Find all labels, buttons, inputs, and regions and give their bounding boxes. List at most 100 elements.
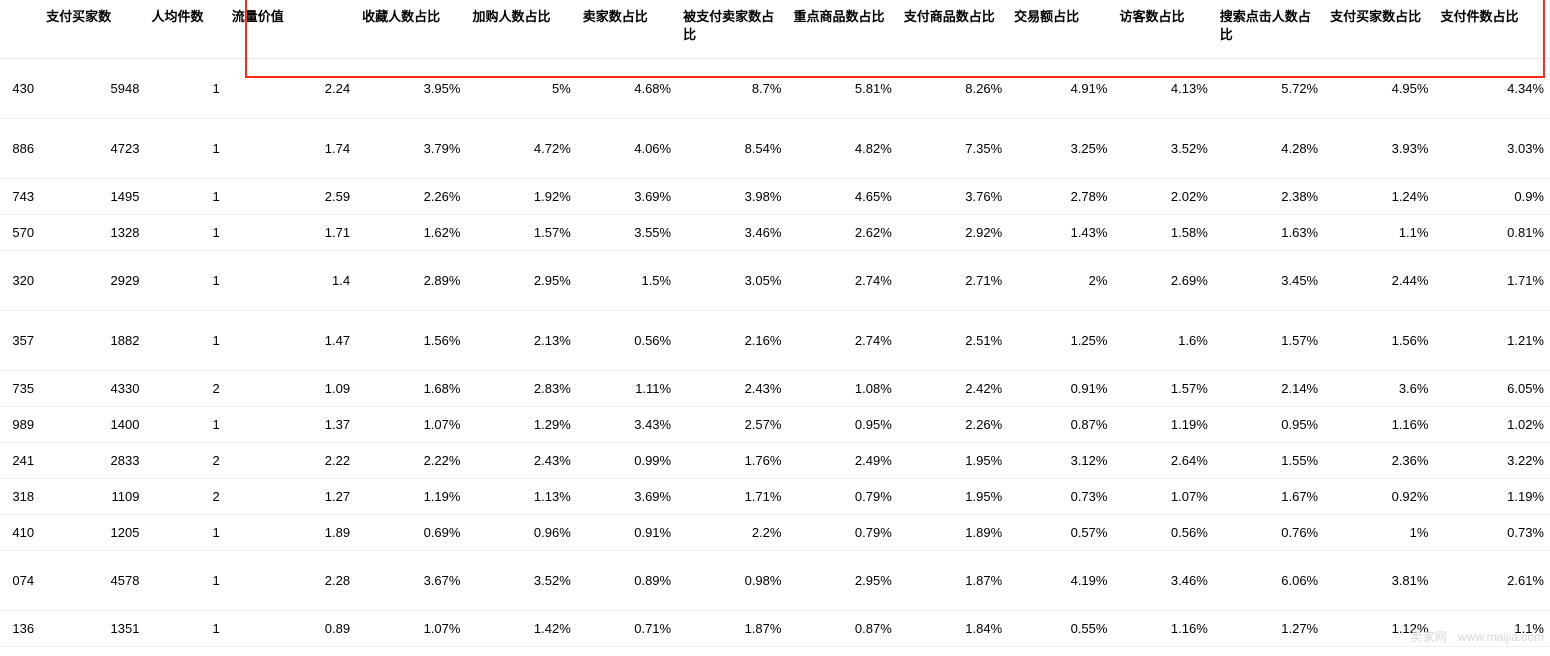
table-cell: 2.83%	[466, 370, 576, 406]
table-cell: 1.42%	[466, 610, 576, 646]
table-cell: 8.7%	[677, 58, 787, 118]
table-cell: 1.57%	[1113, 370, 1213, 406]
table-cell: 1495	[40, 178, 145, 214]
table-cell: 0.95%	[787, 406, 897, 442]
table-row[interactable]: 074457812.283.67%3.52%0.89%0.98%2.95%1.8…	[0, 550, 1550, 610]
table-cell: 410	[0, 514, 40, 550]
table-row[interactable]: 886472311.743.79%4.72%4.06%8.54%4.82%7.3…	[0, 118, 1550, 178]
table-cell: 136	[0, 610, 40, 646]
table-row[interactable]: 136135110.891.07%1.42%0.71%1.87%0.87%1.8…	[0, 610, 1550, 646]
data-table-container: 支付买家数 人均件数 流量价值 收藏人数占比 加购人数占比 卖家数占比 被支付卖…	[0, 0, 1550, 647]
table-cell: 2.62%	[787, 214, 897, 250]
table-cell: 5948	[40, 58, 145, 118]
table-row[interactable]: 410120511.890.69%0.96%0.91%2.2%0.79%1.89…	[0, 514, 1550, 550]
col-header[interactable]: 支付商品数占比	[898, 0, 1008, 58]
table-cell: 8.26%	[898, 58, 1008, 118]
table-cell: 241	[0, 442, 40, 478]
table-cell: 0.87%	[787, 610, 897, 646]
table-cell: 1.37	[226, 406, 356, 442]
table-cell: 318	[0, 478, 40, 514]
table-cell: 1.25%	[1008, 310, 1113, 370]
table-cell: 0.73%	[1008, 478, 1113, 514]
col-header[interactable]: 被支付卖家数占比	[677, 0, 787, 58]
col-header[interactable]: 搜索点击人数占比	[1214, 0, 1324, 58]
table-cell: 3.93%	[1324, 118, 1434, 178]
table-cell: 8.54%	[677, 118, 787, 178]
col-header[interactable]: 支付买家数	[40, 0, 145, 58]
table-cell: 1.71	[226, 214, 356, 250]
col-header[interactable]: 收藏人数占比	[356, 0, 466, 58]
table-cell: 3.6%	[1324, 370, 1434, 406]
table-cell: 2.74%	[787, 250, 897, 310]
table-cell: 4.82%	[787, 118, 897, 178]
table-cell: 3.45%	[1214, 250, 1324, 310]
table-cell: 743	[0, 178, 40, 214]
table-cell: 1.08%	[787, 370, 897, 406]
table-cell: 1.76%	[677, 442, 787, 478]
table-cell: 0.69%	[356, 514, 466, 550]
table-cell: 3.69%	[577, 178, 677, 214]
table-row[interactable]: 989140011.371.07%1.29%3.43%2.57%0.95%2.2…	[0, 406, 1550, 442]
table-cell: 0.55%	[1008, 610, 1113, 646]
table-cell: 2.57%	[677, 406, 787, 442]
table-cell: 2.22%	[356, 442, 466, 478]
col-header[interactable]: 流量价值	[226, 0, 356, 58]
col-header[interactable]: 重点商品数占比	[787, 0, 897, 58]
col-header[interactable]: 访客数占比	[1113, 0, 1213, 58]
col-header[interactable]: 人均件数	[145, 0, 225, 58]
table-cell: 1.47	[226, 310, 356, 370]
table-cell: 3.05%	[677, 250, 787, 310]
table-row[interactable]: 318110921.271.19%1.13%3.69%1.71%0.79%1.9…	[0, 478, 1550, 514]
metrics-table: 支付买家数 人均件数 流量价值 收藏人数占比 加购人数占比 卖家数占比 被支付卖…	[0, 0, 1550, 647]
table-row[interactable]: 430594812.243.95%5%4.68%8.7%5.81%8.26%4.…	[0, 58, 1550, 118]
table-cell: 1.57%	[1214, 310, 1324, 370]
table-row[interactable]: 320292911.42.89%2.95%1.5%3.05%2.74%2.71%…	[0, 250, 1550, 310]
table-cell: 3.79%	[356, 118, 466, 178]
table-cell: 2.26%	[898, 406, 1008, 442]
table-cell: 2.28	[226, 550, 356, 610]
table-cell: 989	[0, 406, 40, 442]
table-cell: 3.22%	[1434, 442, 1550, 478]
col-header[interactable]: 卖家数占比	[577, 0, 677, 58]
col-header[interactable]: 交易额占比	[1008, 0, 1113, 58]
table-cell: 1.07%	[1113, 478, 1213, 514]
table-cell: 1.13%	[466, 478, 576, 514]
table-cell: 1	[145, 118, 225, 178]
table-cell: 1	[145, 214, 225, 250]
table-cell: 0.99%	[577, 442, 677, 478]
table-cell: 2.51%	[898, 310, 1008, 370]
table-cell: 3.52%	[1113, 118, 1213, 178]
table-row[interactable]: 570132811.711.62%1.57%3.55%3.46%2.62%2.9…	[0, 214, 1550, 250]
col-header[interactable]: 支付件数占比	[1434, 0, 1550, 58]
table-row[interactable]: 735433021.091.68%2.83%1.11%2.43%1.08%2.4…	[0, 370, 1550, 406]
table-cell: 570	[0, 214, 40, 250]
table-cell: 0.87%	[1008, 406, 1113, 442]
col-header[interactable]: 加购人数占比	[466, 0, 576, 58]
table-cell: 2.89%	[356, 250, 466, 310]
table-cell: 0.71%	[577, 610, 677, 646]
table-cell: 2.92%	[898, 214, 1008, 250]
table-cell: 0.89	[226, 610, 356, 646]
table-cell: 3.03%	[1434, 118, 1550, 178]
table-cell: 1351	[40, 610, 145, 646]
table-cell: 1.74	[226, 118, 356, 178]
table-cell: 1.84%	[898, 610, 1008, 646]
col-header[interactable]: 支付买家数占比	[1324, 0, 1434, 58]
table-row[interactable]: 357188211.471.56%2.13%0.56%2.16%2.74%2.5…	[0, 310, 1550, 370]
table-cell: 1328	[40, 214, 145, 250]
table-cell: 2.26%	[356, 178, 466, 214]
table-row[interactable]: 241283322.222.22%2.43%0.99%1.76%2.49%1.9…	[0, 442, 1550, 478]
table-cell: 4.19%	[1008, 550, 1113, 610]
table-cell: 1	[145, 58, 225, 118]
col-header[interactable]	[0, 0, 40, 58]
table-cell: 1.24%	[1324, 178, 1434, 214]
table-cell: 0.76%	[1214, 514, 1324, 550]
table-cell: 4.34%	[1434, 58, 1550, 118]
table-row[interactable]: 743149512.592.26%1.92%3.69%3.98%4.65%3.7…	[0, 178, 1550, 214]
table-cell: 2.74%	[787, 310, 897, 370]
table-cell: 2	[145, 370, 225, 406]
table-cell: 1.63%	[1214, 214, 1324, 250]
table-cell: 1	[145, 550, 225, 610]
table-cell: 0.57%	[1008, 514, 1113, 550]
table-cell: 3.95%	[356, 58, 466, 118]
